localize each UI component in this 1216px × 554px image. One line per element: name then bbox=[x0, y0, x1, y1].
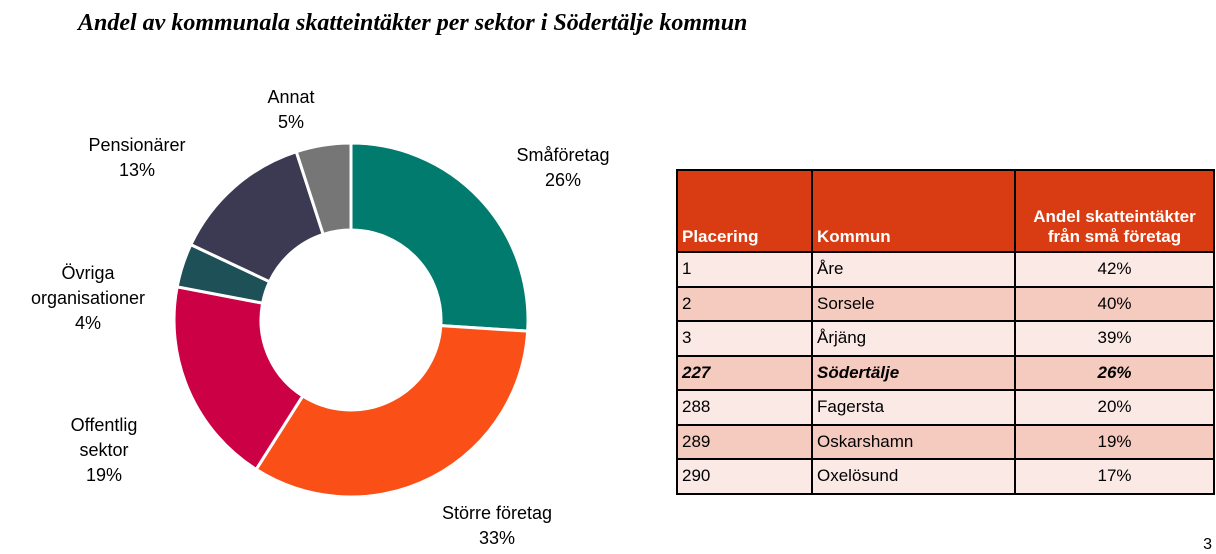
title: Andel av kommunala skatteintäkter per se… bbox=[78, 10, 748, 36]
donut-slice bbox=[294, 141, 353, 237]
table-cell: Oskarshamn bbox=[811, 423, 1016, 460]
slice-label: Annat 5% bbox=[241, 85, 341, 135]
slice-label: Småföretag 26% bbox=[493, 143, 633, 193]
table-cell: Åre bbox=[811, 251, 1016, 288]
header-cell: Andel skatteintäkter från små företag bbox=[1014, 169, 1215, 253]
table-cell: Sorsele bbox=[811, 285, 1016, 322]
value-label: 33% bbox=[478, 528, 516, 548]
category-label: Annat bbox=[267, 87, 315, 107]
value-label: 5% bbox=[277, 112, 304, 132]
slice-label: Offentlig sektor 19% bbox=[57, 413, 152, 488]
table-row: 290 Oxelösund 17% bbox=[676, 458, 1215, 495]
table-cell: Fagersta bbox=[811, 389, 1016, 426]
table-cell: 20% bbox=[1014, 389, 1215, 426]
table-row: 227 Södertälje 26% bbox=[676, 354, 1215, 391]
table-cell: 39% bbox=[1014, 320, 1215, 357]
value-label: 26% bbox=[544, 170, 582, 190]
slice-label: Pensionärer 13% bbox=[67, 133, 207, 183]
donut-slice bbox=[172, 285, 305, 472]
header-cell: Placering bbox=[676, 169, 813, 253]
table-cell: 26% bbox=[1014, 354, 1215, 391]
table-row: 289 Oskarshamn 19% bbox=[676, 423, 1215, 460]
table-row: 2 Sorsele 40% bbox=[676, 285, 1215, 322]
category-label: Större företag bbox=[441, 503, 553, 523]
table-body: 1 Åre 42% 2 Sorsele 40% 3 Årjäng 39% 227 Södertälj… bbox=[676, 251, 1215, 495]
value-label: 19% bbox=[85, 465, 123, 485]
table-cell: 1 bbox=[676, 251, 813, 288]
table-cell: 19% bbox=[1014, 423, 1215, 460]
slice-label: Övriga organisationer 4% bbox=[13, 261, 163, 336]
page-number: 3 bbox=[1203, 536, 1212, 553]
table-cell: Oxelösund bbox=[811, 458, 1016, 495]
ranking-table: Placering Kommun Andel skatteintäkter fr… bbox=[676, 169, 1215, 495]
table-cell: 2 bbox=[676, 285, 813, 322]
table-cell: 289 bbox=[676, 423, 813, 460]
table-row: 288 Fagersta 20% bbox=[676, 389, 1215, 426]
table-row: 1 Åre 42% bbox=[676, 251, 1215, 288]
table-cell: 42% bbox=[1014, 251, 1215, 288]
table-cell: 290 bbox=[676, 458, 813, 495]
value-label: 13% bbox=[118, 160, 156, 180]
value-label: 4% bbox=[74, 313, 101, 333]
table-row: 3 Årjäng 39% bbox=[676, 320, 1215, 357]
table-cell: 3 bbox=[676, 320, 813, 357]
table-cell: Södertälje bbox=[811, 354, 1016, 391]
table-cell: 288 bbox=[676, 389, 813, 426]
table-cell: 40% bbox=[1014, 285, 1215, 322]
table-cell: Årjäng bbox=[811, 320, 1016, 357]
category-label: Övriga organisationer bbox=[30, 263, 146, 308]
donut-slice bbox=[254, 324, 530, 499]
slice-label: Större företag 33% bbox=[417, 501, 577, 551]
table-cell: 17% bbox=[1014, 458, 1215, 495]
category-label: Småföretag bbox=[516, 145, 610, 165]
category-label: Offentlig sektor bbox=[70, 415, 138, 460]
table-cell: 227 bbox=[676, 354, 813, 391]
header-cell: Kommun bbox=[811, 169, 1016, 253]
donut-slice bbox=[349, 141, 530, 333]
category-label: Pensionärer bbox=[88, 135, 186, 155]
